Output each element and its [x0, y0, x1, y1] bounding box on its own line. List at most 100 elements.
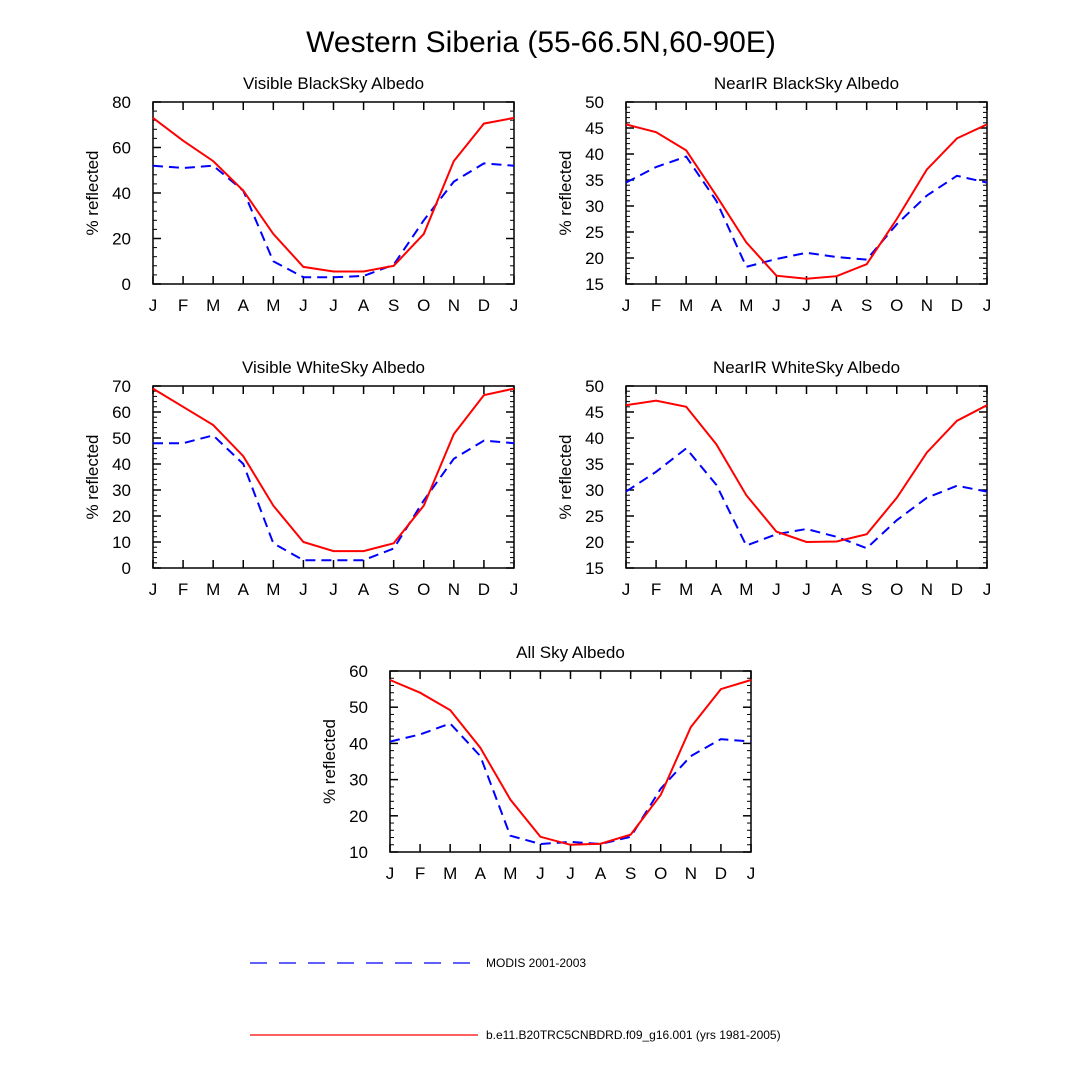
- plot-title: Visible BlackSky Albedo: [243, 74, 424, 93]
- series-line-modis: [625, 155, 988, 268]
- x-tick-label: J: [149, 580, 158, 599]
- y-tick-label: 30: [349, 771, 368, 790]
- y-tick-label: 35: [585, 171, 604, 190]
- x-tick-label: D: [715, 864, 727, 883]
- x-tick-label: S: [861, 296, 872, 315]
- x-tick-label: O: [417, 296, 430, 315]
- x-tick-label: J: [983, 296, 992, 315]
- x-tick-label: J: [149, 296, 158, 315]
- x-tick-label: F: [178, 580, 188, 599]
- y-tick-label: 60: [349, 662, 368, 681]
- x-tick-label: D: [951, 296, 963, 315]
- x-tick-label: N: [685, 864, 697, 883]
- x-tick-label: J: [772, 580, 781, 599]
- x-tick-label: J: [329, 580, 338, 599]
- x-tick-label: J: [802, 580, 811, 599]
- y-tick-label: 40: [585, 429, 604, 448]
- y-tick-label: 60: [112, 403, 131, 422]
- x-tick-label: J: [622, 580, 631, 599]
- x-tick-label: J: [747, 864, 756, 883]
- x-tick-label: F: [178, 296, 188, 315]
- x-tick-label: D: [478, 580, 490, 599]
- x-tick-label: J: [536, 864, 545, 883]
- series-line-modis: [389, 722, 752, 846]
- series-line-modis: [153, 434, 515, 562]
- y-tick-label: 25: [585, 223, 604, 242]
- y-tick-label: 40: [585, 145, 604, 164]
- x-tick-label: M: [206, 296, 220, 315]
- y-tick-label: 20: [585, 533, 604, 552]
- y-tick-label: 30: [585, 197, 604, 216]
- x-tick-label: M: [679, 580, 693, 599]
- series-line-model: [625, 399, 988, 544]
- y-axis-label: % reflected: [83, 434, 102, 519]
- series-line-modis: [625, 447, 988, 550]
- plot-title: Visible WhiteSky Albedo: [242, 358, 425, 377]
- y-tick-label: 60: [112, 139, 131, 158]
- y-tick-label: 0: [122, 559, 131, 578]
- y-tick-label: 20: [585, 249, 604, 268]
- x-tick-label: N: [921, 580, 933, 599]
- plot-frame: [152, 101, 515, 285]
- x-tick-label: A: [711, 296, 723, 315]
- y-tick-label: 50: [585, 377, 604, 396]
- x-tick-label: A: [831, 580, 843, 599]
- x-tick-label: A: [238, 580, 250, 599]
- x-tick-label: M: [503, 864, 517, 883]
- y-tick-label: 45: [585, 119, 604, 138]
- plot-frame: [625, 385, 988, 569]
- x-tick-label: D: [478, 296, 490, 315]
- x-tick-label: J: [983, 580, 992, 599]
- x-tick-label: N: [921, 296, 933, 315]
- x-tick-label: O: [890, 296, 903, 315]
- y-tick-label: 70: [112, 377, 131, 396]
- y-tick-label: 30: [112, 481, 131, 500]
- y-axis-label: % reflected: [320, 719, 339, 804]
- x-tick-label: J: [386, 864, 395, 883]
- x-tick-label: N: [448, 580, 460, 599]
- plot-title: NearIR WhiteSky Albedo: [713, 358, 900, 377]
- y-tick-label: 40: [112, 184, 131, 203]
- y-tick-label: 45: [585, 403, 604, 422]
- x-tick-label: A: [831, 296, 843, 315]
- x-tick-label: O: [654, 864, 667, 883]
- y-tick-label: 35: [585, 455, 604, 474]
- x-tick-label: J: [622, 296, 631, 315]
- series-line-modis: [152, 162, 515, 279]
- y-tick-label: 80: [112, 93, 131, 112]
- x-tick-label: A: [358, 296, 370, 315]
- plot-frame: [389, 670, 752, 853]
- x-tick-label: D: [951, 580, 963, 599]
- x-tick-label: J: [299, 580, 308, 599]
- y-tick-label: 10: [112, 533, 131, 552]
- x-tick-label: S: [388, 296, 399, 315]
- x-tick-label: M: [739, 296, 753, 315]
- y-tick-label: 30: [585, 481, 604, 500]
- x-tick-label: J: [566, 864, 575, 883]
- x-tick-label: F: [651, 580, 661, 599]
- series-line-model: [152, 116, 515, 273]
- x-tick-label: J: [299, 296, 308, 315]
- y-tick-label: 50: [349, 698, 368, 717]
- y-tick-label: 20: [112, 230, 131, 249]
- x-tick-label: J: [802, 296, 811, 315]
- x-tick-label: M: [206, 580, 220, 599]
- plot-frame: [152, 385, 515, 569]
- x-tick-label: M: [443, 864, 457, 883]
- series-line-model: [625, 123, 988, 280]
- legend: MODIS 2001-2003 b.e11.B20TRC5CNBDRD.f09_g…: [250, 956, 781, 1042]
- figure-title: Western Siberia (55-66.5N,60-90E): [306, 26, 776, 59]
- x-tick-label: M: [266, 580, 280, 599]
- x-tick-label: A: [711, 580, 723, 599]
- series-line-model: [389, 679, 752, 846]
- x-tick-label: S: [388, 580, 399, 599]
- legend-label-modis: MODIS 2001-2003: [486, 956, 586, 970]
- y-tick-label: 10: [349, 843, 368, 862]
- x-tick-label: A: [238, 296, 250, 315]
- x-tick-label: S: [861, 580, 872, 599]
- y-tick-label: 0: [122, 275, 131, 294]
- x-tick-label: A: [475, 864, 487, 883]
